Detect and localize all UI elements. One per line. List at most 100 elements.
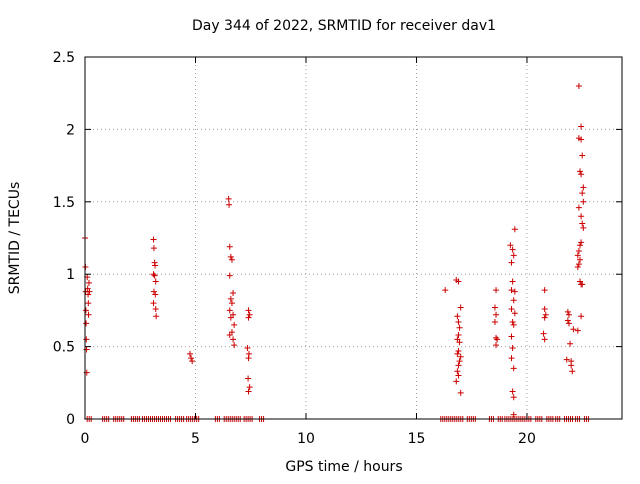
data-point [510, 411, 517, 418]
data-point [509, 246, 516, 253]
data-point [578, 171, 585, 178]
data-point [565, 311, 572, 318]
data-point [225, 195, 232, 202]
data-point [244, 345, 251, 352]
data-point [510, 321, 517, 328]
data-point [152, 262, 159, 269]
data-point [579, 190, 586, 197]
data-point [455, 318, 462, 325]
data-point [188, 355, 195, 362]
x-tick-label: 5 [191, 431, 200, 447]
plot-frame [84, 56, 623, 420]
x-tick-label: 20 [518, 431, 536, 447]
x-tick-label: 10 [297, 431, 315, 447]
data-point [494, 336, 501, 343]
x-axis-label: GPS time / hours [285, 459, 402, 475]
data-point [226, 307, 233, 314]
data-point [570, 326, 577, 333]
data-point [455, 278, 462, 285]
data-point [508, 355, 515, 362]
data-point [246, 311, 253, 318]
data-point [580, 224, 587, 231]
data-point [577, 242, 584, 249]
data-point [83, 320, 90, 327]
data-point [493, 342, 500, 349]
data-point [454, 350, 461, 357]
y-tick-label: 0.5 [53, 340, 75, 356]
data-point [245, 375, 252, 382]
data-point [153, 313, 160, 320]
data-point [455, 362, 462, 369]
data-point [508, 333, 515, 340]
data-point [228, 300, 235, 307]
data-point [509, 278, 516, 285]
y-tick-label: 2.5 [53, 50, 75, 66]
data-point [575, 261, 582, 268]
y-tick-label: 0 [66, 412, 75, 428]
data-point [454, 313, 461, 320]
data-point [455, 347, 462, 354]
data-point [186, 350, 193, 357]
data-point [574, 252, 581, 259]
data-point [231, 342, 238, 349]
data-point [578, 136, 585, 143]
data-point [507, 242, 514, 249]
data-point [151, 272, 158, 279]
data-point [226, 272, 233, 279]
data-point [509, 345, 516, 352]
data-point [152, 291, 159, 298]
data-point [83, 346, 90, 353]
data-point [575, 204, 582, 211]
data-point [510, 365, 517, 372]
data-point [226, 201, 233, 208]
data-point [511, 288, 518, 295]
data-point [578, 213, 585, 220]
chart-title: Day 344 of 2022, SRMTID for receiver dav… [192, 18, 496, 34]
data-point [565, 320, 572, 327]
data-point [568, 362, 575, 369]
data-point [493, 311, 500, 318]
data-point [231, 321, 238, 328]
data-point [577, 168, 584, 175]
data-point [493, 334, 500, 341]
data-point [227, 253, 234, 260]
data-point [245, 355, 252, 362]
data-point [579, 220, 586, 227]
y-tick-label: 1 [66, 267, 75, 283]
data-point [541, 305, 548, 312]
data-point [542, 311, 549, 318]
x-tick-label: 15 [408, 431, 426, 447]
data-point [228, 256, 235, 263]
y-tick-label: 1.5 [53, 195, 75, 211]
grid-layer [85, 57, 622, 419]
data-point [85, 291, 92, 298]
data-point [83, 336, 90, 343]
data-point [227, 295, 234, 302]
data-point [246, 384, 253, 391]
data-point [150, 300, 157, 307]
data-point [510, 297, 517, 304]
data-point [456, 358, 463, 365]
data-point [511, 310, 518, 317]
ticks-layer: 0 5 10 15 20 0 0.5 1 1.5 2 2.5 [53, 50, 622, 447]
data-point [580, 184, 587, 191]
data-point [457, 353, 464, 360]
data-point [577, 256, 584, 263]
y-tick-label: 2 [66, 122, 75, 138]
data-point [456, 339, 463, 346]
data-point [563, 356, 570, 363]
data-point [245, 388, 252, 395]
data-point [230, 336, 237, 343]
data-point [85, 300, 92, 307]
data-point [442, 287, 449, 294]
data-point [85, 279, 92, 286]
data-point [575, 248, 582, 255]
data-point [152, 278, 159, 285]
data-point [230, 290, 237, 297]
data-point [564, 317, 571, 324]
data-point [491, 304, 498, 311]
data-point [456, 324, 463, 331]
data-point [578, 123, 585, 130]
